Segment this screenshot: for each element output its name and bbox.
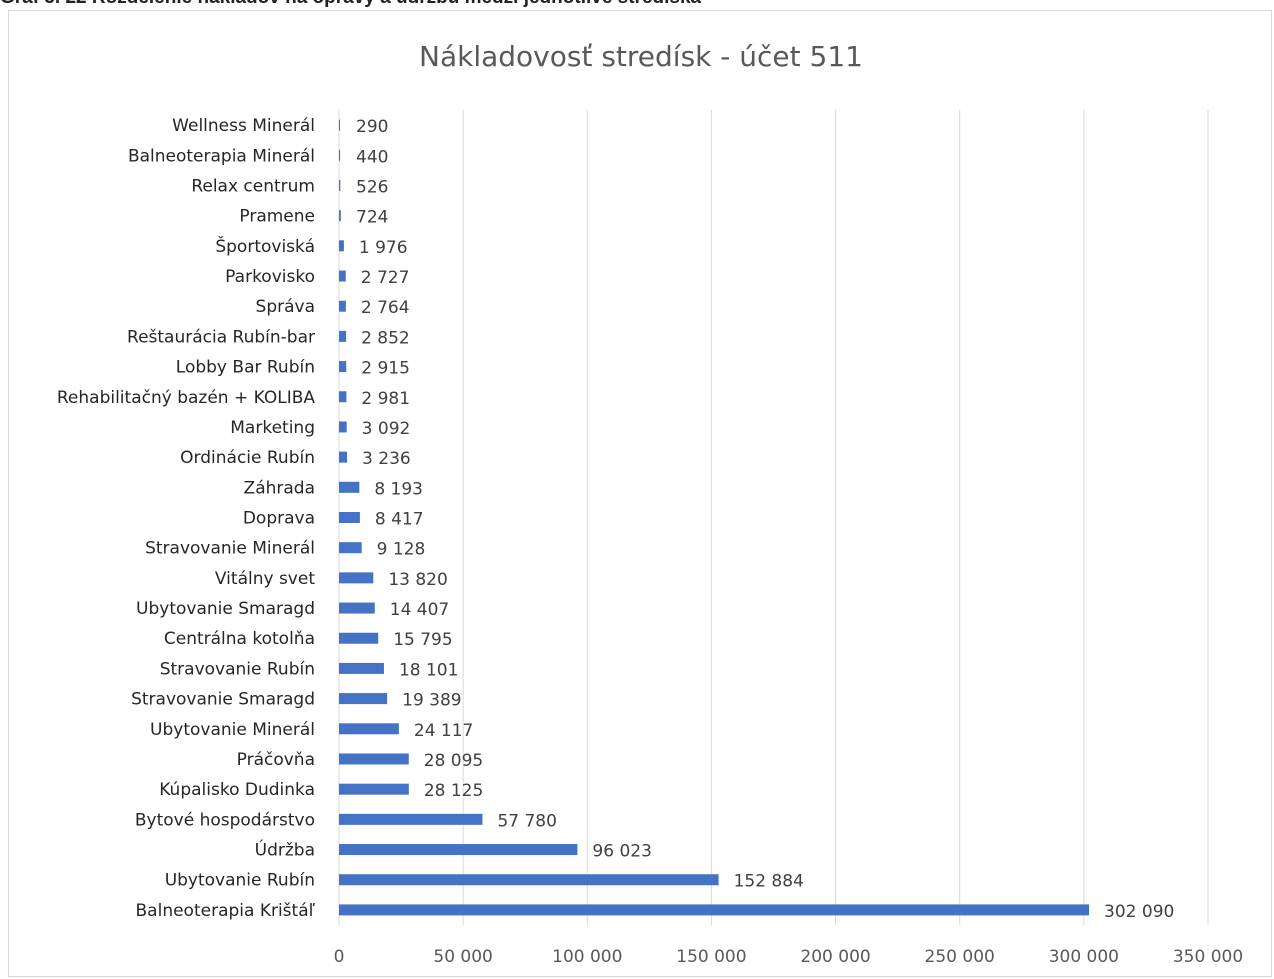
category-label: Pramene (239, 207, 315, 227)
data-label: 2 981 (361, 389, 410, 409)
bar (339, 813, 483, 825)
bar (339, 753, 409, 765)
x-tick-label: 50 000 (433, 947, 492, 967)
data-label: 9 128 (377, 540, 426, 560)
category-label: Balneoterapia Minerál (128, 146, 315, 166)
category-label: Ubytovanie Smaragd (136, 599, 315, 619)
bar (339, 119, 340, 131)
bar (339, 179, 341, 191)
bar (339, 512, 360, 523)
data-label: 18 101 (399, 660, 458, 680)
grid-lines (338, 110, 1209, 925)
data-label: 2 915 (361, 359, 410, 379)
bar (339, 904, 1090, 916)
bar (339, 632, 379, 644)
value-labels: 290 440 526 724 1 976 2 727 2 764 2 852 2 915 2 9… (356, 117, 1174, 922)
bar (339, 421, 347, 433)
data-label: 3 092 (362, 419, 411, 439)
x-tick-label: 250 000 (925, 947, 995, 967)
category-label: Marketing (230, 418, 315, 438)
data-label: 13 820 (388, 570, 447, 590)
category-label: Stravovanie Minerál (145, 539, 315, 559)
data-label: 96 023 (592, 842, 651, 862)
category-label: Reštaurácia Rubín-bar (127, 327, 315, 347)
data-label: 28 125 (424, 781, 483, 801)
bar (339, 451, 348, 463)
chart-frame (8, 10, 1272, 977)
data-label: 3 236 (362, 449, 411, 469)
bar (339, 330, 347, 342)
data-label: 28 095 (424, 751, 483, 771)
category-label: Balneoterapia Krištáľ (136, 901, 316, 921)
x-axis-tick-labels: 0 50 000 100 000 150 000 200 000 250 000 300 0… (334, 947, 1244, 967)
bar (339, 723, 399, 735)
data-label: 2 764 (361, 298, 410, 318)
category-label: Záhrada (244, 478, 315, 498)
category-label: Ordinácie Rubín (180, 448, 315, 468)
category-label: Vitálny svet (215, 569, 315, 589)
category-label: Ubytovanie Rubín (165, 871, 315, 891)
bar (339, 874, 719, 886)
bar (339, 149, 341, 161)
bar (339, 693, 388, 705)
category-label: Doprava (243, 509, 315, 529)
x-tick-label: 200 000 (800, 947, 870, 967)
data-label: 24 117 (414, 721, 473, 741)
category-label: Stravovanie Rubín (160, 659, 315, 679)
data-label: 290 (356, 117, 388, 137)
bar (339, 572, 374, 584)
category-label: Stravovanie Smaragd (131, 690, 315, 710)
data-label: 15 795 (393, 630, 452, 650)
bar (339, 662, 384, 674)
bar (339, 391, 347, 403)
x-tick-label: 150 000 (676, 947, 746, 967)
data-label: 2 727 (361, 268, 410, 288)
data-label: 1 976 (359, 238, 408, 258)
x-tick-label: 100 000 (552, 947, 622, 967)
category-label: Relax centrum (191, 176, 315, 196)
category-label: Bytové hospodárstvo (135, 810, 315, 830)
data-label: 724 (356, 208, 388, 228)
bar (339, 783, 409, 795)
category-label: Parkovisko (225, 267, 315, 287)
data-label: 57 780 (497, 811, 556, 831)
bar (339, 602, 375, 614)
category-label: Centrálna kotolňa (164, 629, 315, 649)
x-tick-label: 350 000 (1173, 947, 1243, 967)
bar (339, 210, 341, 222)
category-label: Wellness Minerál (172, 116, 315, 136)
data-label: 526 (356, 177, 388, 197)
figure-caption: Graf 5. 22 Rozdelenie nákladov na opravy… (0, 0, 1274, 11)
category-label: Rehabilitačný bazén + KOLIBA (57, 388, 315, 408)
bar (339, 844, 578, 856)
bar (339, 300, 346, 312)
category-label: Ubytovanie Minerál (150, 720, 315, 740)
data-label: 8 193 (374, 479, 423, 499)
category-label: Kúpalisko Dudinka (159, 780, 315, 800)
data-label: 19 389 (402, 691, 461, 711)
data-label: 8 417 (375, 510, 424, 530)
bar (339, 240, 344, 252)
data-label: 14 407 (390, 600, 449, 620)
category-label: Správa (256, 297, 315, 317)
category-label: Práčovňa (237, 750, 315, 770)
category-label: Údržba (255, 839, 315, 861)
chart-title: Nákladovosť stredísk - účet 511 (419, 40, 863, 73)
data-label: 440 (356, 147, 388, 167)
data-label: 302 090 (1104, 902, 1174, 922)
x-tick-label: 0 (334, 947, 345, 967)
data-label: 152 884 (734, 872, 804, 892)
data-label: 2 852 (361, 328, 410, 348)
x-tick-label: 300 000 (1049, 947, 1119, 967)
bar (339, 270, 346, 282)
category-label: Športoviská (215, 235, 315, 257)
category-label: Lobby Bar Rubín (176, 358, 315, 378)
bar (339, 542, 362, 554)
bars (339, 119, 1090, 916)
bar (339, 361, 347, 373)
category-labels: Wellness Minerál Balneoterapia Minerál Rel… (57, 116, 316, 921)
bar (339, 481, 360, 493)
